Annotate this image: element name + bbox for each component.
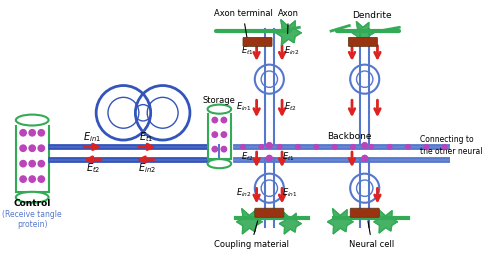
Circle shape bbox=[259, 144, 263, 149]
Circle shape bbox=[20, 145, 26, 151]
Circle shape bbox=[424, 144, 429, 149]
Circle shape bbox=[362, 143, 367, 148]
Circle shape bbox=[332, 144, 337, 149]
Text: $E_{t1}$: $E_{t1}$ bbox=[282, 150, 295, 163]
Text: $E_{t2}$: $E_{t2}$ bbox=[241, 150, 254, 163]
Circle shape bbox=[362, 156, 367, 161]
Circle shape bbox=[278, 144, 282, 149]
Circle shape bbox=[369, 144, 374, 149]
Circle shape bbox=[212, 117, 218, 123]
Text: $E_{in1}$: $E_{in1}$ bbox=[236, 100, 252, 113]
Ellipse shape bbox=[16, 115, 49, 125]
Text: Neural cell: Neural cell bbox=[349, 221, 395, 249]
Circle shape bbox=[20, 176, 26, 182]
FancyBboxPatch shape bbox=[255, 208, 284, 217]
Polygon shape bbox=[279, 212, 301, 234]
Text: Axon: Axon bbox=[278, 9, 299, 34]
Polygon shape bbox=[374, 209, 398, 233]
Polygon shape bbox=[328, 208, 353, 234]
Circle shape bbox=[442, 144, 447, 149]
Circle shape bbox=[267, 143, 272, 148]
Circle shape bbox=[351, 144, 355, 149]
Text: $E_{in2}$: $E_{in2}$ bbox=[236, 187, 252, 199]
Circle shape bbox=[295, 144, 300, 149]
Ellipse shape bbox=[16, 192, 49, 203]
Circle shape bbox=[20, 130, 26, 136]
Text: $E_{in1}$: $E_{in1}$ bbox=[83, 130, 101, 144]
Circle shape bbox=[221, 117, 226, 123]
Polygon shape bbox=[276, 20, 301, 45]
Text: $E_{in2}$: $E_{in2}$ bbox=[138, 161, 156, 175]
Circle shape bbox=[29, 160, 35, 167]
Circle shape bbox=[38, 130, 44, 136]
Circle shape bbox=[29, 145, 35, 151]
Text: protein): protein) bbox=[17, 220, 48, 229]
Circle shape bbox=[212, 146, 218, 152]
Text: (Receive tangle: (Receive tangle bbox=[2, 210, 62, 219]
Text: Backbone: Backbone bbox=[327, 132, 371, 141]
Circle shape bbox=[267, 156, 272, 161]
Circle shape bbox=[29, 130, 35, 136]
FancyBboxPatch shape bbox=[350, 208, 379, 217]
Circle shape bbox=[29, 176, 35, 182]
Text: Control: Control bbox=[14, 199, 51, 208]
Circle shape bbox=[221, 132, 226, 137]
Circle shape bbox=[212, 132, 218, 137]
Text: Coupling material: Coupling material bbox=[214, 221, 289, 249]
Text: $E_{t2}$: $E_{t2}$ bbox=[86, 161, 100, 175]
Text: $E_{in2}$: $E_{in2}$ bbox=[284, 45, 300, 57]
Circle shape bbox=[267, 156, 272, 161]
Text: Axon terminal: Axon terminal bbox=[213, 9, 273, 38]
Circle shape bbox=[38, 145, 44, 151]
FancyBboxPatch shape bbox=[348, 37, 378, 46]
Circle shape bbox=[221, 146, 226, 152]
Polygon shape bbox=[352, 21, 374, 43]
Text: $E_{t1}$: $E_{t1}$ bbox=[139, 130, 154, 144]
Circle shape bbox=[20, 160, 26, 167]
Circle shape bbox=[362, 156, 367, 161]
Circle shape bbox=[38, 160, 44, 167]
Circle shape bbox=[362, 143, 367, 148]
Circle shape bbox=[387, 144, 392, 149]
Text: Dendrite: Dendrite bbox=[352, 11, 392, 20]
Circle shape bbox=[38, 176, 44, 182]
Ellipse shape bbox=[208, 159, 231, 168]
FancyBboxPatch shape bbox=[243, 37, 272, 46]
Polygon shape bbox=[237, 208, 262, 234]
Circle shape bbox=[241, 144, 245, 149]
Text: $E_{t1}$: $E_{t1}$ bbox=[241, 45, 254, 57]
Text: Storage: Storage bbox=[203, 96, 236, 105]
Text: $E_{in1}$: $E_{in1}$ bbox=[282, 187, 298, 199]
Circle shape bbox=[406, 144, 410, 149]
Ellipse shape bbox=[208, 104, 231, 114]
Circle shape bbox=[267, 143, 272, 148]
Text: $E_{t2}$: $E_{t2}$ bbox=[284, 100, 296, 113]
Text: Connecting to
the other neural: Connecting to the other neural bbox=[420, 135, 483, 156]
Circle shape bbox=[314, 144, 319, 149]
